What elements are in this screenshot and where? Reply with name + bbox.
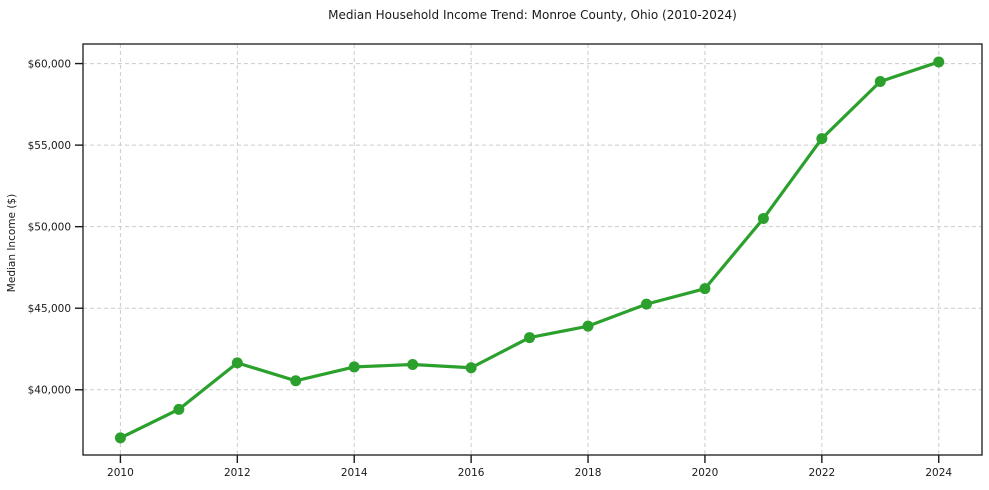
x-tick-label: 2014 [341, 467, 368, 479]
y-tick-label: $55,000 [28, 140, 71, 152]
data-point-2020 [699, 283, 711, 295]
x-tick-label: 2012 [224, 467, 251, 479]
y-tick-label: $40,000 [28, 385, 71, 397]
x-tick-label: 2018 [575, 467, 602, 479]
y-tick-label: $60,000 [28, 58, 71, 70]
data-point-2019 [640, 298, 652, 310]
data-point-2022 [816, 133, 828, 145]
plot-border [82, 43, 983, 456]
data-point-2023 [874, 76, 886, 88]
data-point-2012 [231, 357, 243, 369]
income-trend-line [118, 60, 941, 440]
x-tick-label: 2022 [808, 467, 835, 479]
data-point-2018 [582, 320, 594, 332]
data-point-2010 [114, 432, 126, 444]
data-point-2015 [407, 358, 419, 370]
data-point-2017 [524, 332, 536, 344]
data-point-2013 [290, 375, 302, 387]
data-point-2014 [348, 361, 360, 373]
x-tick-label: 2010 [107, 467, 134, 479]
data-point-2024 [933, 56, 945, 68]
y-tick-label: $45,000 [28, 303, 71, 315]
data-point-2011 [173, 403, 185, 415]
y-tick-label: $50,000 [28, 221, 71, 233]
x-tick-label: 2024 [925, 467, 952, 479]
chart-title: Median Household Income Trend: Monroe Co… [328, 8, 737, 22]
x-tick-label: 2016 [458, 467, 485, 479]
y-axis-label: Median Income ($) [6, 194, 18, 292]
data-point-2016 [465, 362, 477, 374]
data-point-2021 [757, 213, 769, 225]
x-tick-label: 2020 [692, 467, 719, 479]
